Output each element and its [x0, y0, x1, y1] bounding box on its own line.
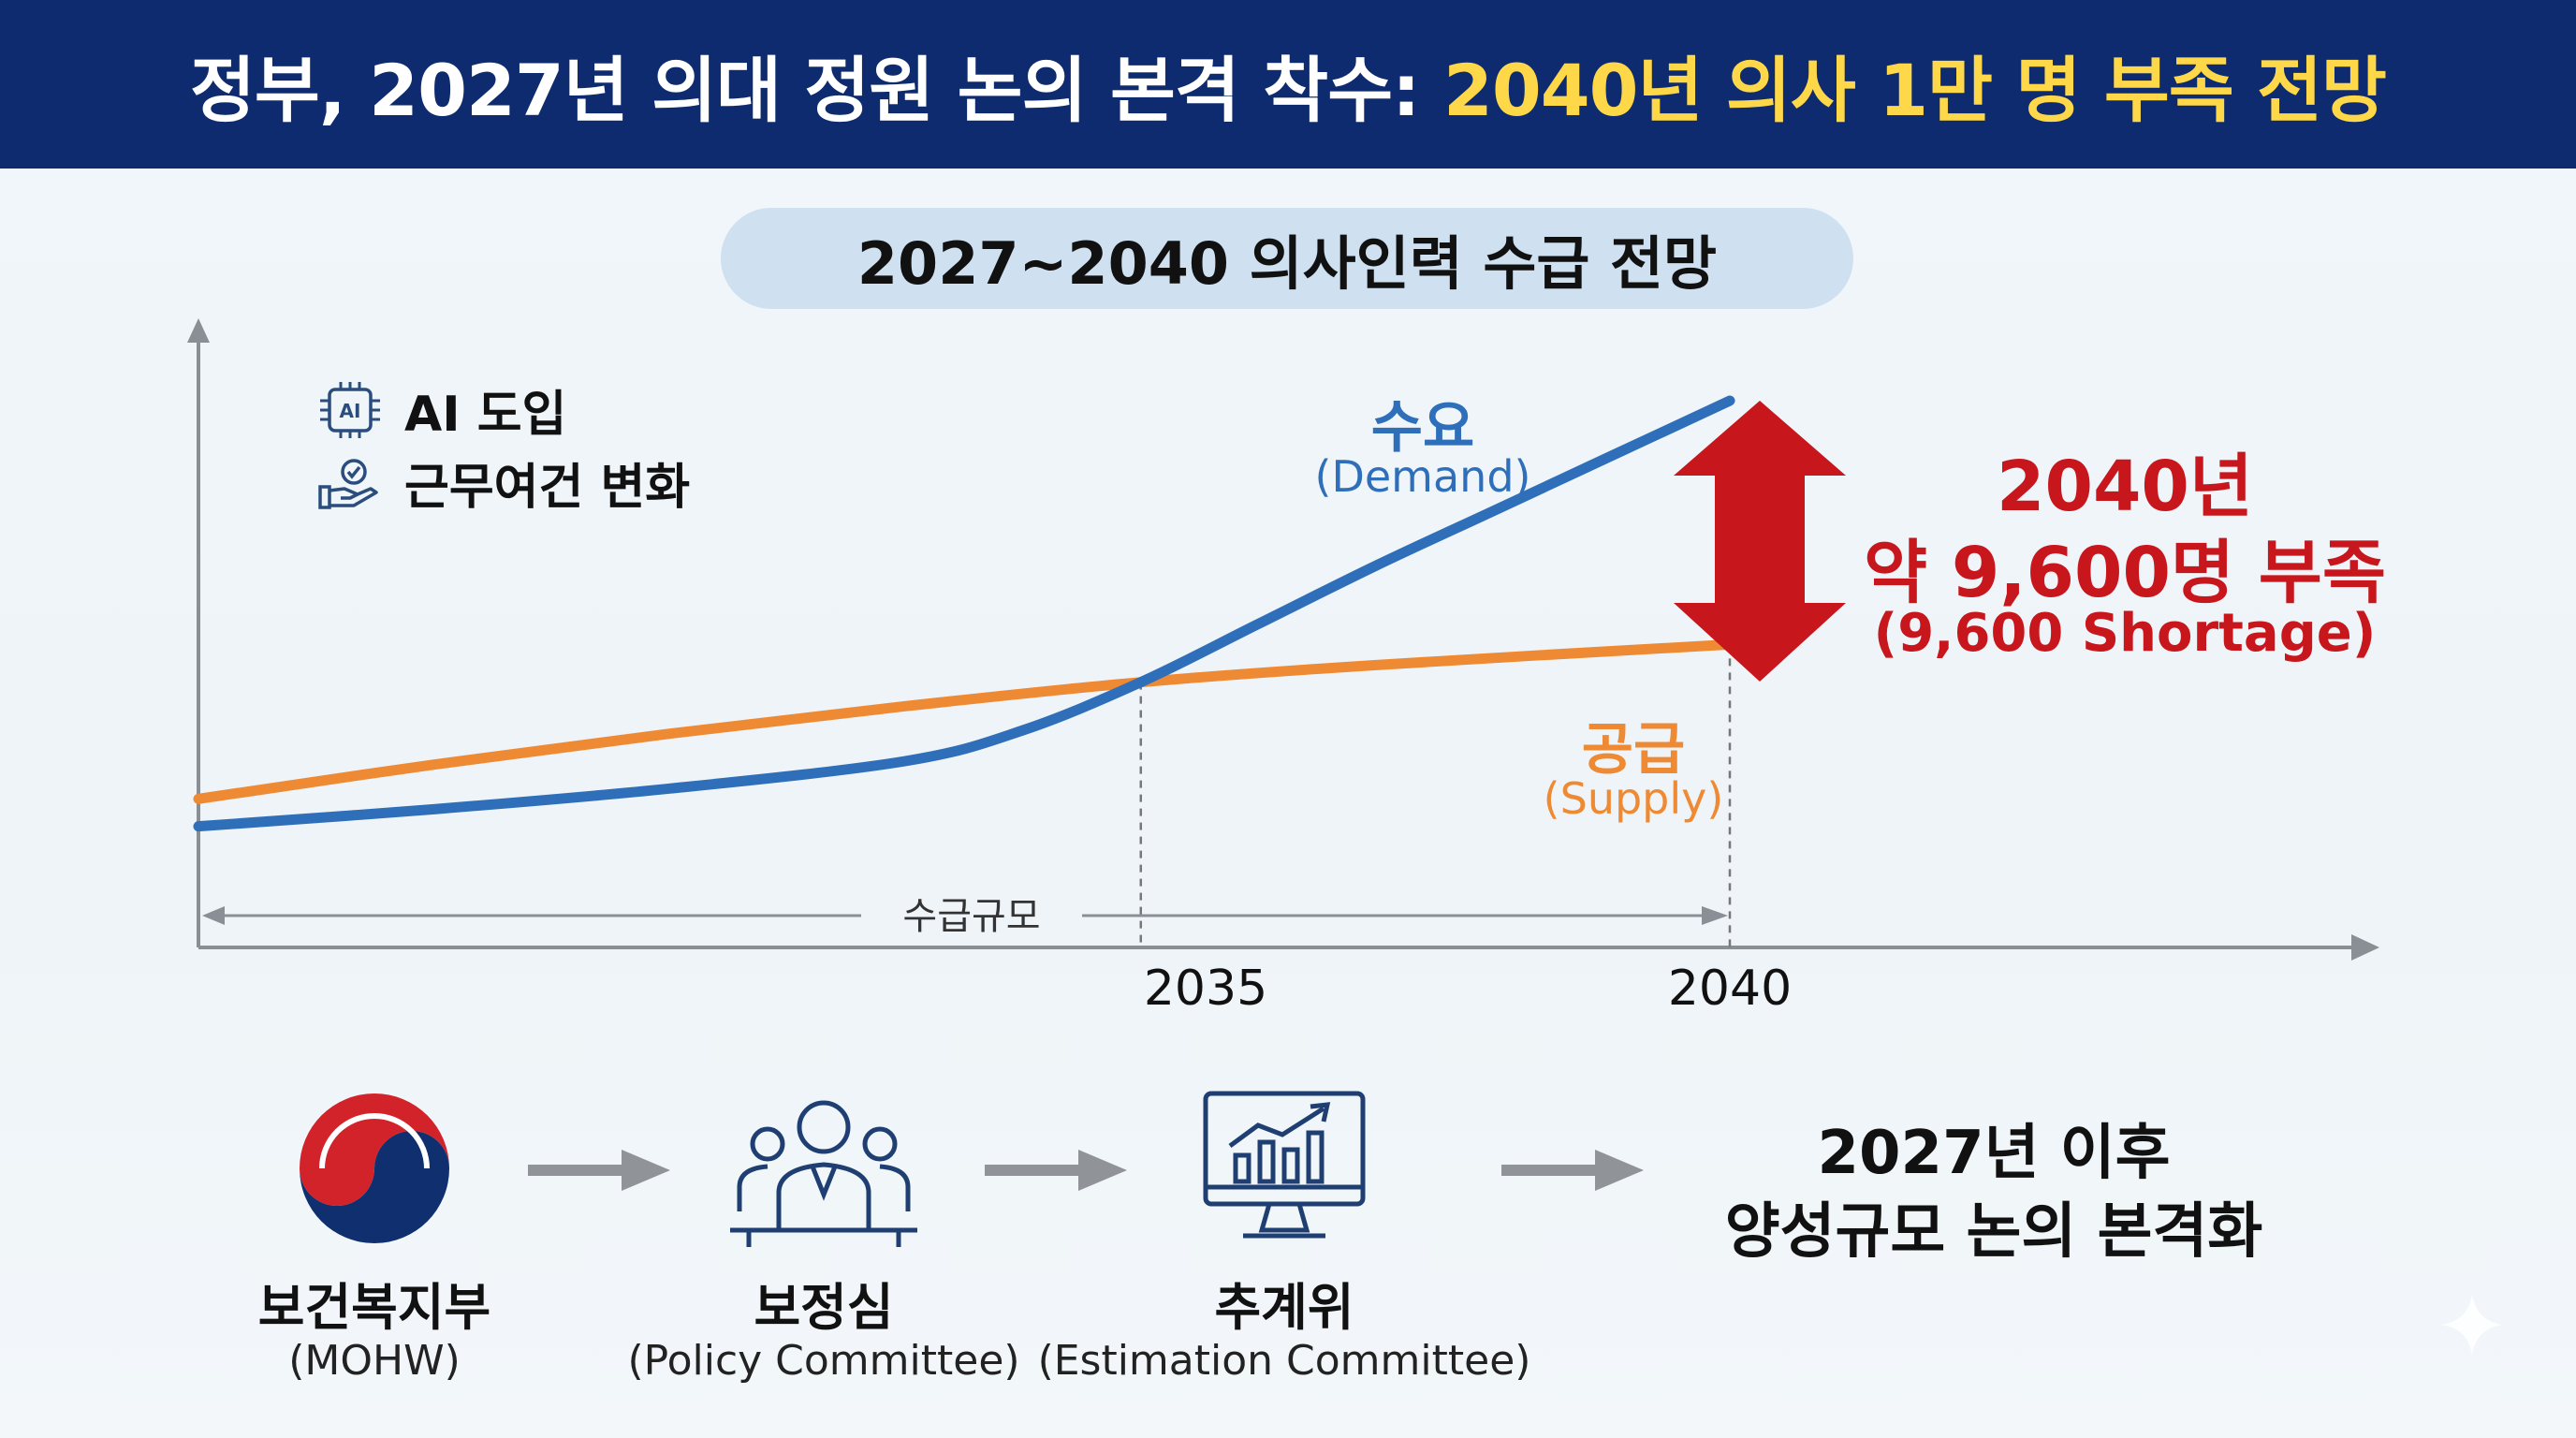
gap-amount: 약 9,600명 부족 — [1864, 533, 2386, 613]
ai-chip-icon: AI — [320, 381, 380, 438]
outcome-line-2: 양성규모 논의 본격화 — [1724, 1197, 2263, 1267]
demand-label-en: (Demand) — [1314, 451, 1531, 502]
monitor-chart-icon — [1203, 1091, 1366, 1239]
x-tick-2035: 2035 — [1143, 961, 1268, 1017]
gap-english: (9,600 Shortage) — [1873, 603, 2377, 664]
title-highlight: 2040년 의사 1만 명 부족 전망 — [1443, 49, 2387, 132]
supply-series-line — [193, 638, 1735, 804]
flow-mohw-title: 보건복지부 — [257, 1278, 491, 1337]
factor-working-label: 근무여건 변화 — [404, 460, 691, 516]
svg-text:AI: AI — [340, 400, 361, 422]
x-axis-arrow — [2351, 934, 2379, 961]
hand-check-icon — [318, 458, 378, 509]
supply-label: 공급 — [1581, 717, 1686, 783]
page-title: 정부, 2027년 의대 정원 논의 본격 착수: 2040년 의사 1만 명 … — [0, 0, 2576, 169]
y-axis-arrow — [187, 318, 210, 343]
committee-people-icon — [730, 1100, 917, 1247]
supply-label-en: (Supply) — [1543, 773, 1724, 824]
outcome-text: 2027년 이후 양성규모 논의 본격화 — [1704, 1114, 2284, 1271]
flow-estimation-sub: (Estimation Committee) — [1037, 1337, 1531, 1385]
flow-arrow-3 — [1501, 1150, 1644, 1191]
gap-double-arrow — [1674, 401, 1846, 682]
demand-label: 수요 — [1370, 395, 1475, 461]
flow-estimation-title: 추계위 — [1214, 1278, 1354, 1337]
factor-working-conditions: 근무여건 변화 — [316, 448, 690, 518]
span-label: 수급규모 — [902, 895, 1040, 938]
title-main: 정부, 2027년 의대 정원 논의 본격 착수: — [190, 49, 1421, 132]
sparkle-icon — [2441, 1294, 2503, 1356]
flow-policy-title: 보정심 — [754, 1278, 894, 1337]
flow-arrow-1 — [528, 1150, 670, 1191]
chart-subtitle: 2027~2040 의사인력 수급 전망 — [721, 208, 1853, 309]
flow-arrow-2 — [985, 1150, 1127, 1191]
factor-ai-label: AI 도입 — [404, 387, 567, 443]
factor-ai: AI AI 도입 — [316, 374, 566, 445]
flow-mohw-sub: (MOHW) — [288, 1337, 461, 1385]
flow-policy-sub: (Policy Committee) — [627, 1337, 1020, 1385]
span-arrow-left — [202, 906, 225, 925]
x-tick-2040: 2040 — [1667, 961, 1793, 1017]
mohw-emblem-icon — [300, 1093, 449, 1243]
span-arrow-right — [1702, 906, 1728, 925]
demand-series-line — [193, 395, 1735, 832]
outcome-line-1: 2027년 이후 — [1817, 1119, 2171, 1188]
gap-year: 2040년 — [1996, 447, 2254, 527]
